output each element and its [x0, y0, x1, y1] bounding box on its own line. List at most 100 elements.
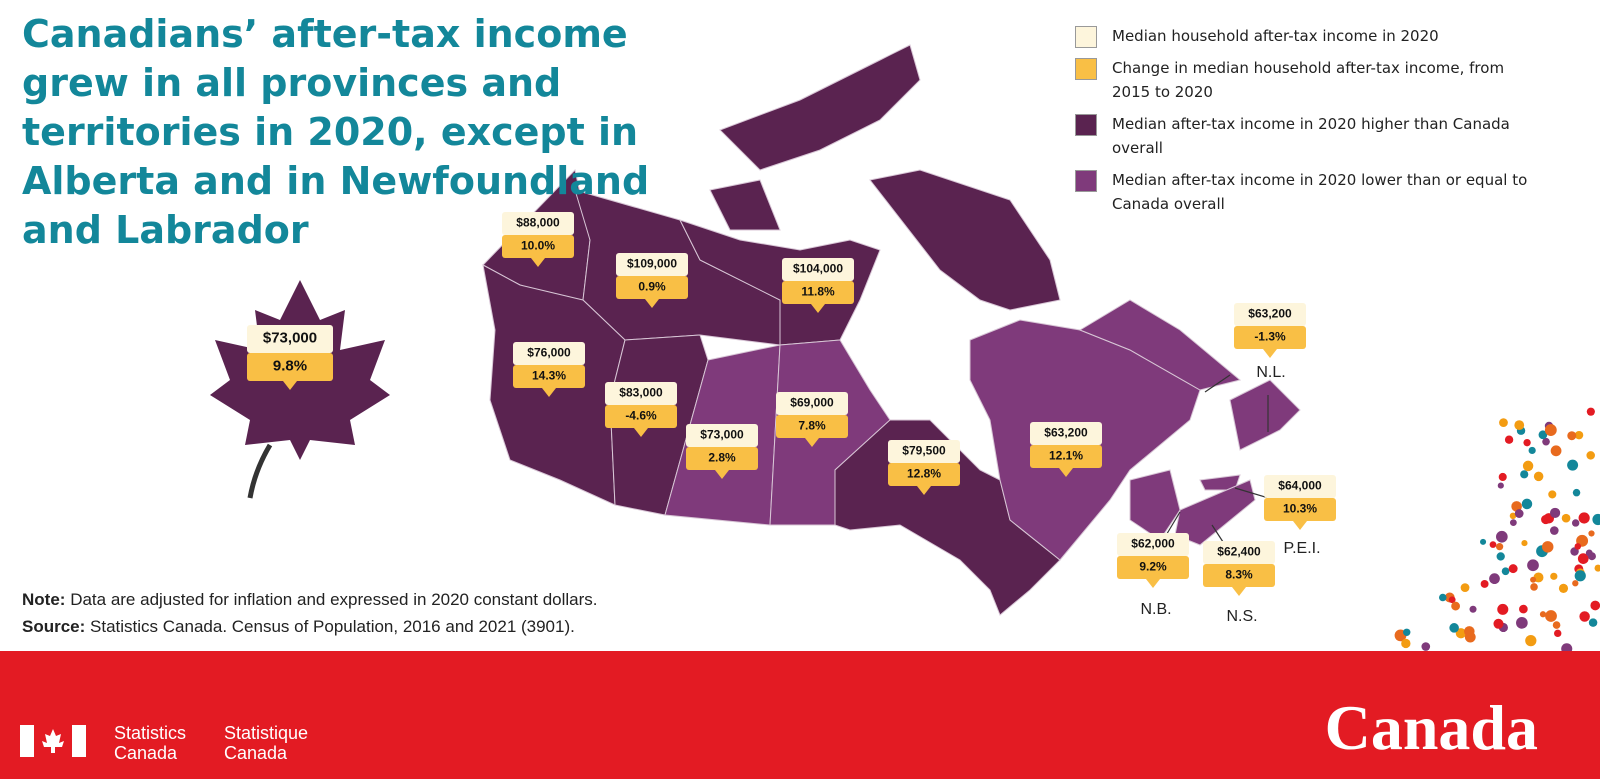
- change-label: 11.8%: [801, 284, 835, 298]
- income-label: $62,000: [1131, 536, 1175, 550]
- decor-dot: [1525, 634, 1537, 647]
- decor-dot: [1530, 583, 1538, 591]
- legend-swatch: [1075, 58, 1097, 80]
- callout-income-box: [513, 342, 585, 365]
- decor-dot: [1464, 626, 1475, 637]
- callout-change-box: [776, 415, 848, 438]
- decor-dot: [1514, 509, 1524, 518]
- decor-dot: [1495, 543, 1504, 551]
- income-label: $73,000: [700, 427, 744, 441]
- decor-dot: [1541, 514, 1551, 525]
- leaf-stem: [247, 443, 273, 499]
- callout-income-box: [1030, 422, 1102, 445]
- callout-pointer: [811, 304, 825, 313]
- decor-dot: [1511, 501, 1522, 512]
- legend-swatch: [1075, 170, 1097, 192]
- callout: $63,200 -1.3%: [1234, 303, 1306, 358]
- callout-pointer: [1232, 587, 1246, 596]
- legend-item: Change in median household after-tax inc…: [1075, 56, 1532, 104]
- change-label: -1.3%: [1254, 329, 1286, 343]
- decor-dot: [1586, 407, 1595, 416]
- change-label: 10.0%: [521, 238, 555, 252]
- callout-change-box: [247, 353, 333, 381]
- nunavut-island: [709, 179, 781, 231]
- decor-dot: [1519, 604, 1528, 614]
- legend-label: Median after-tax income in 2020 higher t…: [1112, 115, 1510, 157]
- decor-dot: [1541, 541, 1554, 553]
- callout-change-box: [888, 463, 960, 486]
- decor-dot: [1567, 459, 1579, 471]
- decor-dot: [1489, 573, 1500, 585]
- decor-dot: [1401, 638, 1411, 649]
- callout: $62,400 8.3%: [1203, 541, 1275, 596]
- nova-scotia: [1174, 479, 1256, 546]
- legend-label: Median household after-tax income in 202…: [1112, 27, 1439, 45]
- decor-dot: [1586, 451, 1595, 460]
- agency-fr: Statistique Canada: [224, 723, 309, 763]
- callout-pointer: [805, 438, 819, 447]
- region-abbreviation: N.S.: [1226, 608, 1257, 625]
- income-label: $109,000: [627, 256, 677, 270]
- decor-dot: [1549, 526, 1559, 535]
- decor-dot: [1539, 611, 1547, 618]
- callout-pointer: [1293, 521, 1307, 530]
- decor-dot: [1545, 610, 1557, 622]
- change-label: 10.3%: [1283, 501, 1317, 515]
- decor-dot: [1516, 617, 1528, 629]
- region-abbreviation: N.L.: [1256, 364, 1285, 381]
- callout-pointer: [645, 299, 659, 308]
- callout-income-box: [782, 258, 854, 281]
- callout: $104,000 11.8%: [782, 258, 854, 313]
- callout-pointer: [1146, 579, 1160, 588]
- change-label: 9.2%: [1139, 559, 1167, 573]
- source-text: Statistics Canada. Census of Population,…: [90, 617, 575, 636]
- decor-dot: [1497, 603, 1509, 615]
- decor-dot: [1520, 470, 1529, 479]
- decor-dot: [1550, 445, 1562, 457]
- legend-item: Median after-tax income in 2020 higher t…: [1075, 112, 1532, 160]
- callout-change-box: [605, 405, 677, 428]
- decor-dot: [1403, 628, 1411, 637]
- decor-dot: [1538, 430, 1548, 440]
- decor-dot: [1509, 519, 1517, 526]
- decor-dot: [1499, 418, 1508, 428]
- callout: $79,500 12.8%: [888, 440, 960, 495]
- decor-dot: [1572, 488, 1581, 497]
- decor-dot: [1549, 507, 1561, 519]
- decor-dot: [1571, 519, 1580, 527]
- labrador: [1078, 299, 1242, 391]
- decor-dot: [1561, 513, 1571, 523]
- change-label: -4.6%: [625, 408, 657, 422]
- callout-change-box: [782, 281, 854, 304]
- callout: $88,000 10.0%: [502, 212, 574, 267]
- callout-income-box: [1264, 475, 1336, 498]
- income-label: $64,000: [1278, 478, 1322, 492]
- income-label: $76,000: [527, 345, 571, 359]
- footer: Statistics Canada Statistique Canada Can…: [0, 651, 1600, 779]
- callout-income-box: [616, 253, 688, 276]
- callout: $73,000 9.8%: [247, 325, 333, 390]
- callout-income-box: [1117, 533, 1189, 556]
- decor-dot: [1550, 572, 1558, 580]
- callout-pointer: [531, 258, 545, 267]
- callout-change-box: [686, 447, 758, 470]
- decor-dot: [1552, 621, 1561, 629]
- nunavut-island: [869, 169, 1061, 311]
- decor-dot: [1451, 601, 1460, 611]
- decor-dot: [1574, 570, 1586, 582]
- decor-dot: [1561, 643, 1573, 651]
- callout-pointer: [715, 470, 729, 479]
- agency-en: Statistics Canada: [114, 723, 187, 763]
- income-label: $73,000: [263, 329, 317, 346]
- change-label: 0.9%: [638, 279, 666, 293]
- decor-dot: [1489, 541, 1497, 548]
- income-label: $88,000: [516, 215, 560, 229]
- callout: $83,000 -4.6%: [605, 382, 677, 437]
- map: $73,000 9.8% $88,000 10.0% $109,000 0.9% $104,…: [210, 44, 1600, 651]
- callout-income-box: [605, 382, 677, 405]
- decor-dot: [1533, 471, 1544, 482]
- callout: $109,000 0.9%: [616, 253, 688, 308]
- decor-dot: [1574, 430, 1584, 440]
- callout-pointer: [1263, 349, 1277, 358]
